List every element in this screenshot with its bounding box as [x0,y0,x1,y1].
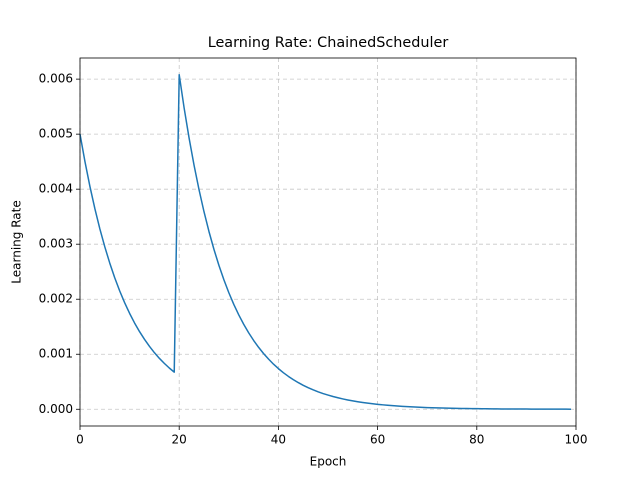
y-tick-label: 0.004 [39,182,73,196]
y-tick-label: 0.003 [39,237,73,251]
chart-title: Learning Rate: ChainedScheduler [208,35,449,51]
plot-frame [79,57,577,427]
x-tick-label: 20 [172,433,187,447]
y-tick-label: 0.002 [39,292,73,306]
line-series [79,73,572,410]
x-tick-label: 60 [370,433,385,447]
x-tick-label: 100 [565,433,588,447]
y-tick-label: 0.000 [39,402,73,416]
y-tick-label: 0.006 [39,72,73,86]
y-tick-label: 0.005 [39,127,73,141]
x-axis-label: Epoch [310,455,347,469]
x-tick-label: 80 [469,433,484,447]
x-tick-label: 40 [271,433,286,447]
y-tick-label: 0.001 [39,347,73,361]
y-axis-label: Learning Rate [10,200,24,283]
x-tick-label: 0 [76,433,84,447]
